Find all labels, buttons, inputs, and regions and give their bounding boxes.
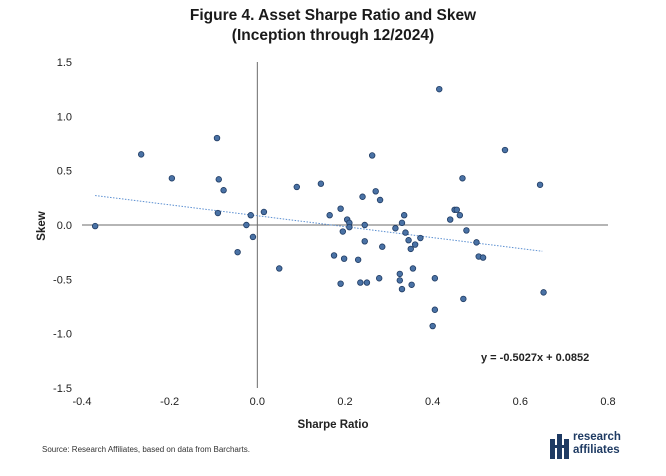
research-affiliates-logo: research affiliates	[549, 429, 629, 463]
y-axis-title: Skew	[36, 211, 48, 240]
source-note: Source: Research Affiliates, based on da…	[42, 445, 250, 454]
x-tick-label: 0.4	[425, 396, 440, 408]
data-point	[372, 188, 379, 195]
data-point	[137, 151, 145, 158]
x-tick-label: 0.6	[513, 396, 528, 408]
x-axis-title: Sharpe Ratio	[298, 419, 369, 431]
data-point	[436, 85, 443, 93]
data-point	[536, 181, 544, 188]
data-point	[411, 241, 419, 248]
data-point	[453, 206, 460, 213]
data-point	[396, 270, 403, 278]
data-point	[407, 245, 414, 253]
data-point	[346, 223, 353, 231]
data-point	[408, 281, 415, 288]
data-point	[260, 208, 268, 216]
trendline-layer	[95, 195, 543, 252]
data-point	[361, 221, 368, 229]
data-point	[243, 221, 250, 229]
data-point	[340, 255, 348, 262]
y-tick-label: 1.0	[57, 111, 72, 123]
data-point	[396, 277, 403, 284]
x-tick-label: 0.2	[337, 396, 352, 408]
data-point	[363, 279, 371, 286]
data-point	[431, 275, 439, 282]
data-point	[276, 265, 283, 272]
data-point	[357, 279, 364, 286]
data-point	[460, 295, 467, 303]
data-point	[473, 239, 480, 246]
data-point	[417, 234, 424, 242]
x-tick-label: -0.2	[160, 396, 179, 408]
data-point	[293, 183, 300, 191]
x-tick-label: -0.4	[73, 396, 92, 408]
data-point	[456, 212, 464, 219]
data-point	[431, 306, 439, 313]
data-point	[501, 146, 509, 154]
data-point	[376, 196, 384, 204]
logo-wordmark: research affiliates	[573, 431, 621, 457]
x-tick-label: 0.8	[600, 396, 615, 408]
data-point	[337, 205, 344, 212]
data-point	[330, 252, 338, 259]
labels-layer: -0.4 -0.2 0.0 0.2 0.4 0.6 0.8 1.5 1.0 0.5 0.0 -0.5 -…	[53, 57, 616, 408]
data-point	[234, 248, 241, 256]
data-point	[463, 227, 470, 234]
y-tick-label: -1.5	[53, 383, 72, 395]
data-point	[317, 180, 325, 187]
data-point	[339, 228, 347, 235]
logo-line-1: research	[573, 431, 621, 443]
data-point	[337, 280, 344, 287]
data-point	[405, 237, 412, 244]
data-point	[214, 209, 222, 217]
data-point	[326, 212, 333, 219]
trendline	[95, 195, 543, 252]
data-point	[354, 256, 362, 263]
data-point	[392, 225, 399, 232]
chart-title: Figure 4. Asset Sharpe Ratio and Skew	[189, 7, 477, 24]
data-point	[402, 229, 409, 236]
trend-equation-label: y = -0.5027x + 0.0852	[481, 352, 589, 364]
data-point	[398, 285, 406, 293]
data-point	[459, 175, 466, 182]
data-point	[398, 219, 406, 227]
data-point	[249, 233, 257, 241]
axes	[82, 62, 608, 388]
data-point	[220, 187, 227, 194]
data-point	[379, 243, 386, 250]
y-tick-label: -0.5	[53, 274, 72, 286]
data-point	[247, 212, 254, 219]
data-point	[213, 134, 221, 142]
data-point	[540, 289, 547, 296]
data-point	[359, 193, 366, 200]
y-tick-label: 0.0	[57, 220, 72, 232]
chart-subtitle: (Inception through 12/2024)	[231, 27, 435, 44]
data-point	[479, 254, 487, 261]
data-point	[375, 275, 383, 282]
logo-line-2: affiliates	[573, 444, 620, 456]
data-point	[215, 176, 222, 183]
data-point	[409, 265, 417, 272]
points-layer	[91, 85, 547, 330]
data-point	[400, 212, 408, 219]
data-point	[361, 238, 368, 245]
data-point	[368, 152, 376, 159]
data-point	[447, 216, 454, 223]
research-affiliates-logo-icon	[550, 434, 569, 459]
y-tick-label: 0.5	[57, 166, 72, 178]
data-point	[429, 322, 436, 330]
data-point	[91, 222, 99, 230]
data-point	[168, 175, 176, 182]
y-tick-label: 1.5	[57, 57, 72, 69]
y-tick-label: -1.0	[53, 329, 72, 341]
x-tick-label: 0.0	[250, 396, 265, 408]
